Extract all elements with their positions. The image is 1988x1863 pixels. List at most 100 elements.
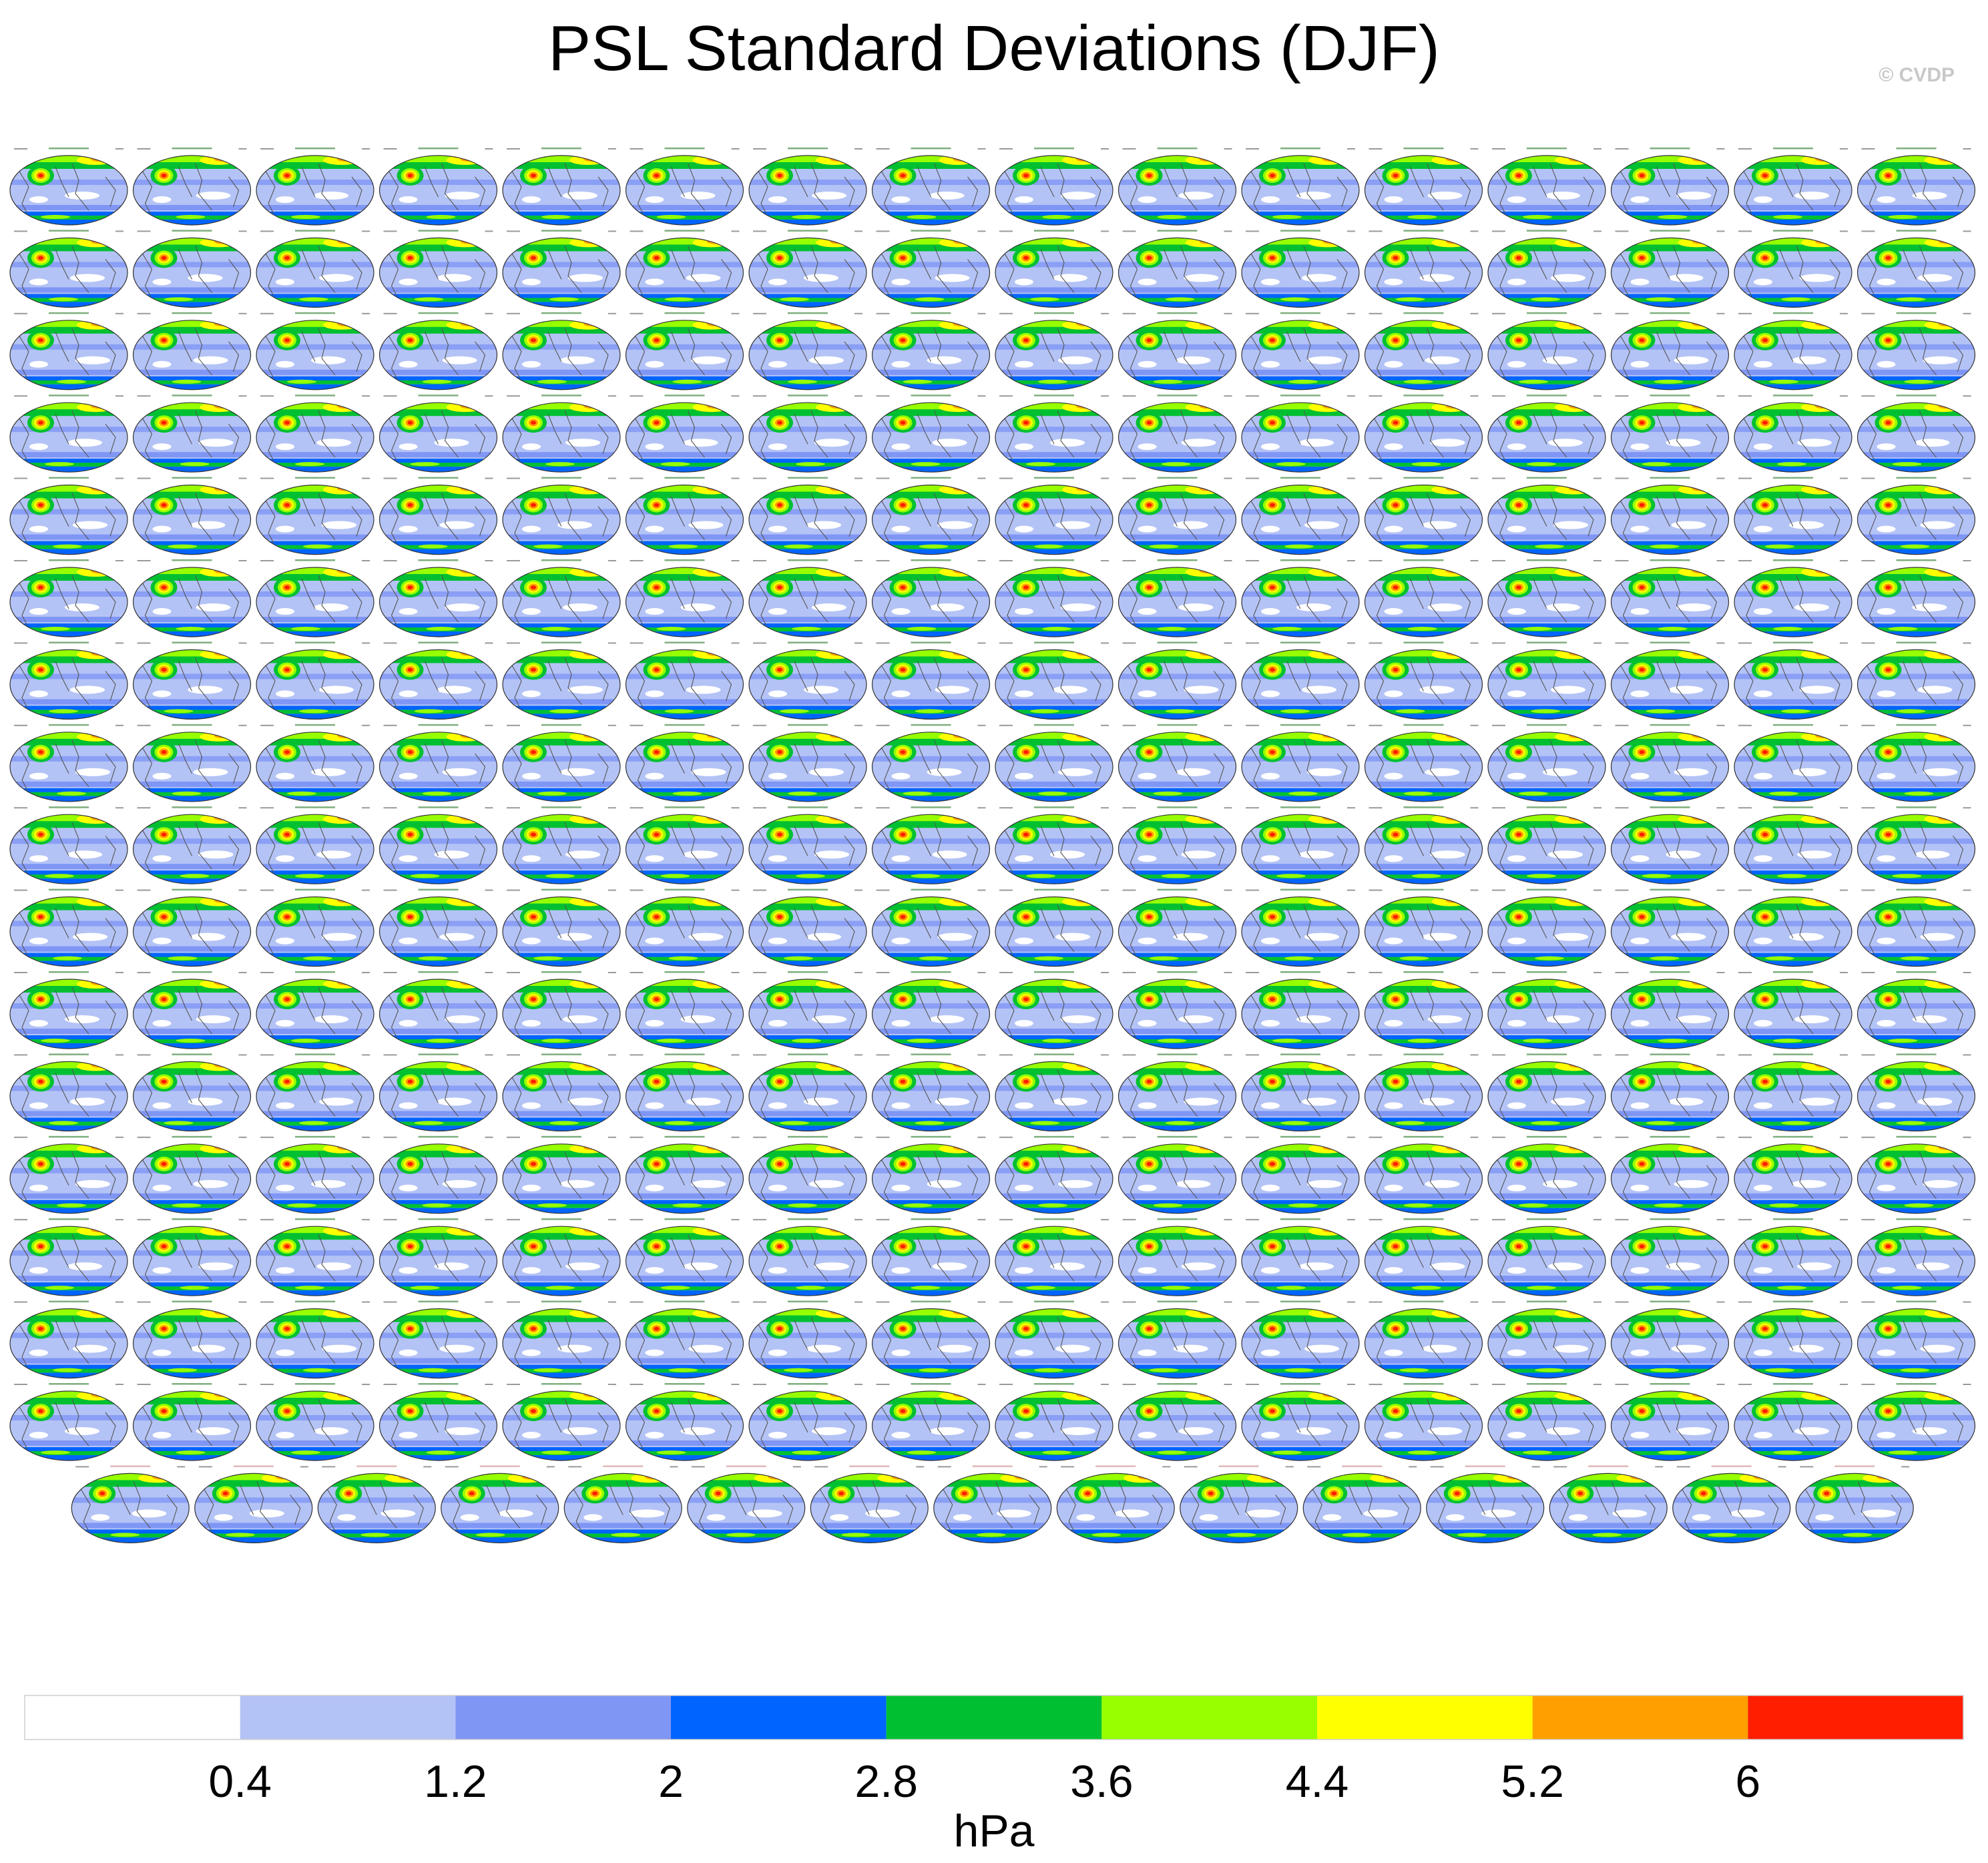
map-panel: [1734, 477, 1852, 555]
panel-header: [630, 559, 740, 561]
map-panel: [748, 1383, 867, 1461]
panel-header: [445, 1465, 555, 1468]
map-panel: [995, 1218, 1113, 1296]
map-panel: [995, 1300, 1113, 1379]
map-panel: [1117, 230, 1237, 308]
map-panel: [748, 1053, 867, 1132]
map-panel: [1487, 888, 1606, 967]
panel-header: [14, 230, 123, 232]
colorbar-bin: [886, 1695, 1102, 1740]
map-panel: [1241, 477, 1360, 555]
map-panel: [9, 806, 128, 884]
map-panel: [1241, 1053, 1360, 1132]
panel-header: [630, 888, 740, 891]
panel-header: [630, 971, 740, 973]
map-panel: [1610, 641, 1730, 720]
map-panel: [71, 1465, 190, 1543]
panel-header: [1122, 888, 1232, 891]
map-panel: [1734, 641, 1852, 720]
map-panel: [1734, 1135, 1852, 1214]
map-panel: [748, 1135, 867, 1214]
map-panel: [871, 724, 991, 802]
map-panel: [132, 888, 252, 967]
panel-header: [14, 971, 123, 973]
map-panel: [995, 1383, 1113, 1461]
panel-header: [383, 1053, 493, 1056]
map-panel: [132, 1218, 252, 1296]
map-panel: [379, 724, 498, 802]
map-panel: [132, 1383, 252, 1461]
panel-header: [1122, 1053, 1232, 1056]
colorbar-bin: [1748, 1695, 1963, 1740]
map-panel: [1610, 477, 1730, 555]
map-panel: [1117, 888, 1237, 967]
panel-header: [507, 1300, 616, 1303]
panel-header: [1122, 806, 1232, 809]
map-panel: [1610, 1300, 1730, 1379]
panel-header: [1246, 971, 1355, 973]
map-panel: [1487, 724, 1606, 802]
panel-header: [260, 1383, 370, 1385]
panel-header: [137, 477, 247, 479]
map-panel: [256, 230, 375, 308]
map-panel: [502, 1218, 621, 1296]
panel-header: [753, 724, 862, 726]
map-panel: [871, 888, 991, 967]
panel-header: [507, 641, 616, 644]
map-panel: [1610, 148, 1730, 226]
map-panel: [379, 1053, 498, 1132]
colorbar-unit-label: hPa: [954, 1806, 1035, 1856]
map-panel: [1487, 1218, 1606, 1296]
panel-header: [999, 1300, 1109, 1303]
panel-header: [507, 477, 616, 479]
map-panel: [1487, 477, 1606, 555]
map-panel: [132, 477, 252, 555]
panel-header: [753, 1383, 862, 1385]
map-panel: [871, 641, 991, 720]
map-panel: [1056, 1465, 1175, 1543]
map-panel: [1117, 394, 1237, 473]
panel-header: [383, 230, 493, 232]
map-panel: [748, 724, 867, 802]
panel-header: [753, 148, 862, 150]
map-panel: [871, 1053, 991, 1132]
map-panel: [9, 888, 128, 967]
map-panel: [1426, 1465, 1545, 1543]
map-panel: [132, 394, 252, 473]
map-panel: [132, 148, 252, 226]
map-panel: [9, 148, 128, 226]
panel-header: [383, 641, 493, 644]
panel-header: [137, 148, 247, 150]
map-panel: [1117, 1135, 1237, 1214]
map-panel: [256, 971, 375, 1049]
map-panel: [1302, 1465, 1421, 1543]
map-panel: [1856, 1218, 1976, 1296]
panel-header: [999, 724, 1109, 726]
map-panel: [1856, 1383, 1976, 1461]
map-panel: [995, 971, 1113, 1049]
panel-header: [383, 1300, 493, 1303]
panel-header: [1861, 312, 1971, 314]
panel-header: [1122, 1135, 1232, 1138]
panel-header: [507, 1135, 616, 1138]
map-panel: [871, 230, 991, 308]
panel-header: [383, 312, 493, 314]
panel-header: [1122, 312, 1232, 314]
map-panel: [1364, 477, 1483, 555]
panel-header: [876, 312, 986, 314]
map-panel: [9, 971, 128, 1049]
map-panel: [256, 724, 375, 802]
panel-header: [999, 641, 1109, 644]
panel-header: [507, 888, 616, 891]
panel-header: [630, 1135, 740, 1138]
map-panel: [1241, 971, 1360, 1049]
panel-header: [14, 641, 123, 644]
panel-header: [1122, 641, 1232, 644]
panel-header: [1492, 1218, 1601, 1221]
map-panel: [502, 148, 621, 226]
map-panel: [1364, 806, 1483, 884]
colorbar-tick-label: 1.2: [424, 1756, 487, 1807]
map-panel: [379, 641, 498, 720]
map-panel: [1117, 1053, 1237, 1132]
colorbar-bin: [1101, 1695, 1317, 1740]
